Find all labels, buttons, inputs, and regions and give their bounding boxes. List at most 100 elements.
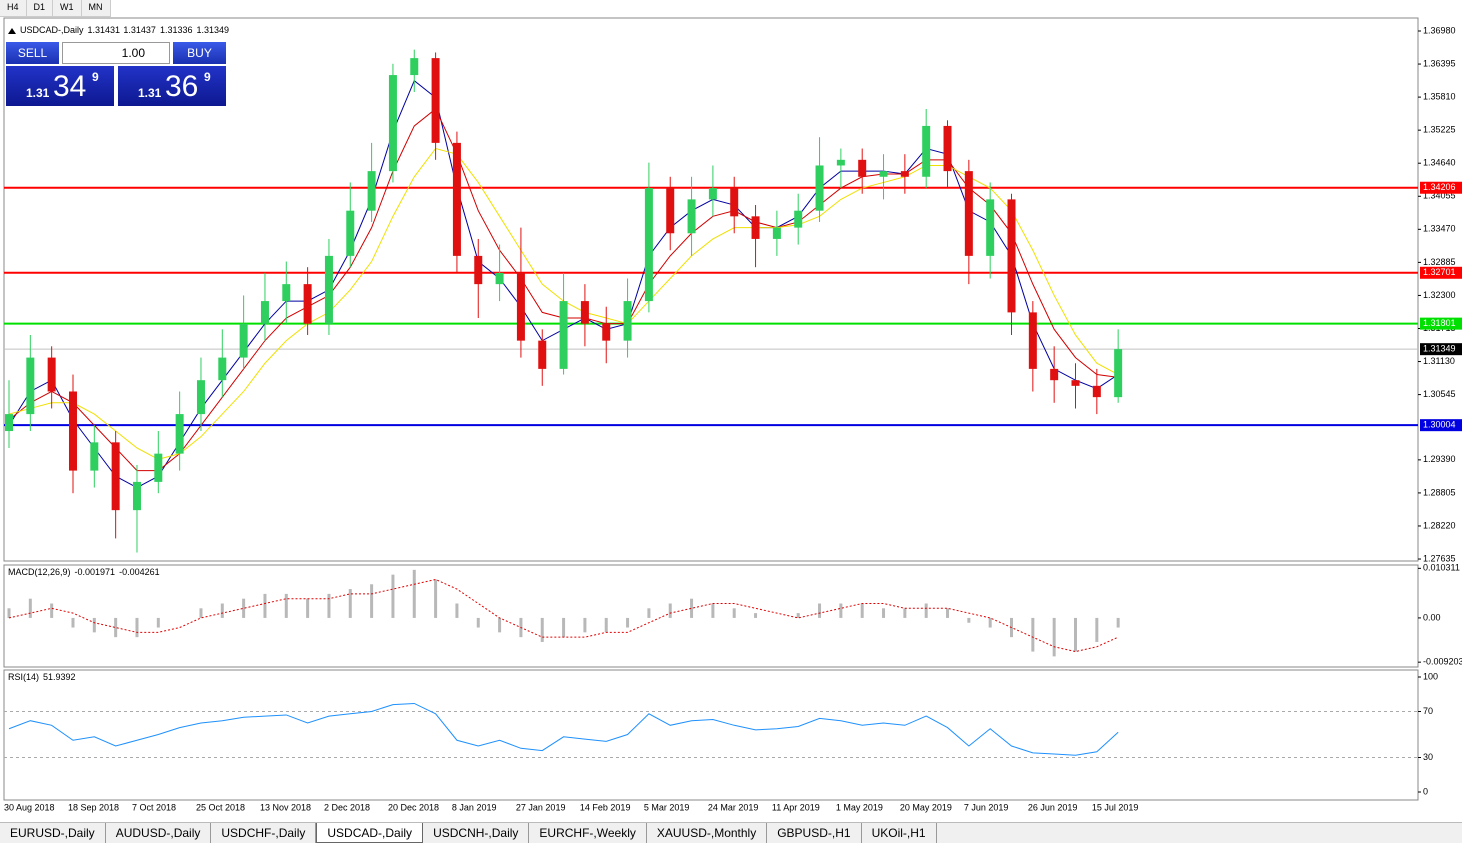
macd-bar bbox=[199, 608, 203, 618]
y-tick-label: 100 bbox=[1423, 671, 1438, 681]
macd-bar bbox=[156, 617, 160, 628]
chart-tab[interactable]: EURUSD-,Daily bbox=[0, 823, 106, 843]
candle-body bbox=[922, 125, 931, 177]
macd-bar bbox=[562, 617, 566, 638]
candle-body bbox=[964, 171, 973, 256]
macd-bar bbox=[370, 584, 374, 618]
level-label-box bbox=[1420, 266, 1462, 279]
y-tick-label: 1.32885 bbox=[1423, 257, 1456, 267]
y-tick-label: 1.35810 bbox=[1423, 91, 1456, 101]
timeframe-button[interactable]: W1 bbox=[53, 0, 82, 16]
macd-bar bbox=[796, 613, 800, 618]
x-tick-label: 7 Oct 2018 bbox=[132, 802, 176, 812]
macd-bar bbox=[1074, 617, 1077, 652]
candle-body bbox=[111, 442, 120, 511]
indicator-value: 51.9392 bbox=[43, 672, 76, 682]
chart-tab[interactable]: UKOil-,H1 bbox=[862, 823, 937, 843]
chart-tab[interactable]: XAUUSD-,Monthly bbox=[647, 823, 768, 843]
sell-button[interactable]: SELL bbox=[6, 42, 59, 64]
y-tick-label: 1.34640 bbox=[1423, 158, 1456, 168]
macd-bar bbox=[135, 617, 139, 638]
level-label: 1.30004 bbox=[1423, 420, 1456, 430]
indicator-name: RSI(14) bbox=[8, 672, 39, 682]
candle-body bbox=[495, 272, 504, 285]
y-tick-label: -0.009203 bbox=[1423, 657, 1462, 667]
macd-bar bbox=[263, 593, 267, 618]
timeframe-button[interactable]: MN bbox=[82, 0, 111, 16]
macd-bar bbox=[967, 617, 971, 623]
chart-tab[interactable]: USDCHF-,Daily bbox=[211, 823, 317, 843]
candle-body bbox=[666, 188, 675, 234]
collapse-icon[interactable] bbox=[8, 28, 16, 34]
quote-value: 1.31336 bbox=[160, 25, 193, 35]
macd-bar bbox=[839, 603, 843, 618]
chart-tab[interactable]: GBPUSD-,H1 bbox=[767, 823, 862, 843]
price-big: 1.31 bbox=[138, 86, 162, 100]
level-label: 1.34206 bbox=[1423, 182, 1456, 192]
macd-bar bbox=[946, 608, 950, 618]
candle-body bbox=[367, 171, 376, 211]
y-tick-label: 0 bbox=[1423, 786, 1428, 796]
x-tick-label: 27 Jan 2019 bbox=[516, 802, 566, 812]
macd-bar bbox=[903, 608, 907, 618]
chart-tab[interactable]: USDCAD-,Daily bbox=[316, 823, 424, 843]
candle-body bbox=[794, 210, 803, 228]
candle-body bbox=[943, 125, 952, 172]
timeframe-button[interactable]: H4 bbox=[0, 0, 27, 16]
candle-body bbox=[1050, 368, 1059, 381]
buy-button[interactable]: BUY bbox=[173, 42, 226, 64]
candle-body bbox=[1092, 385, 1101, 398]
macd-bar bbox=[348, 589, 352, 618]
macd-bar bbox=[754, 613, 758, 618]
macd-bar bbox=[732, 608, 736, 618]
quote-value: 1.31349 bbox=[196, 25, 229, 35]
macd-bar bbox=[476, 617, 480, 628]
x-tick-label: 8 Jan 2019 bbox=[452, 802, 497, 812]
x-tick-label: 30 Aug 2018 bbox=[4, 802, 55, 812]
x-tick-label: 24 Mar 2019 bbox=[708, 802, 759, 812]
candle-body bbox=[218, 357, 227, 381]
candle-body bbox=[815, 165, 824, 211]
macd-bar bbox=[924, 603, 928, 618]
candle-body bbox=[196, 380, 205, 415]
sell-price[interactable]: 1.31 34 9 bbox=[6, 66, 114, 106]
indicator-value: -0.001971 bbox=[75, 567, 116, 577]
macd-bar bbox=[1095, 617, 1099, 642]
macd-bar bbox=[114, 617, 118, 638]
candle-body bbox=[730, 188, 739, 217]
macd-bar bbox=[647, 608, 651, 618]
macd-bar bbox=[540, 617, 544, 642]
candle-body bbox=[5, 414, 13, 432]
y-tick-label: 30 bbox=[1423, 752, 1433, 762]
x-tick-label: 20 Dec 2018 bbox=[388, 802, 439, 812]
candle-body bbox=[900, 171, 909, 177]
macd-bar bbox=[284, 593, 288, 618]
x-tick-label: 26 Jun 2019 bbox=[1028, 802, 1078, 812]
y-tick-label: 0.010311 bbox=[1423, 563, 1460, 573]
x-tick-label: 18 Sep 2018 bbox=[68, 802, 119, 812]
macd-bar bbox=[818, 603, 822, 618]
price-pips: 34 bbox=[53, 70, 87, 103]
macd-bar bbox=[412, 569, 416, 618]
buy-price[interactable]: 1.31 36 9 bbox=[118, 66, 226, 106]
candle-body bbox=[346, 210, 355, 256]
macd-bar bbox=[1052, 617, 1056, 657]
timeframe-button[interactable]: D1 bbox=[27, 0, 54, 16]
chart-tab[interactable]: EURCHF-,Weekly bbox=[529, 823, 647, 843]
level-label-box bbox=[1420, 317, 1462, 330]
y-tick-label: 1.28805 bbox=[1423, 487, 1456, 497]
macd-bar bbox=[242, 598, 246, 618]
lot-input[interactable]: 1.00 bbox=[62, 42, 170, 64]
price-fraction: 9 bbox=[204, 70, 211, 84]
candle-body bbox=[175, 414, 184, 454]
candle-body bbox=[836, 159, 845, 166]
candle-body bbox=[303, 284, 312, 324]
chart-tab[interactable]: AUDUSD-,Daily bbox=[106, 823, 212, 843]
chart-tab[interactable]: USDCNH-,Daily bbox=[423, 823, 530, 843]
candle-body bbox=[410, 58, 419, 76]
candle-body bbox=[260, 301, 269, 324]
candle-body bbox=[431, 58, 440, 143]
y-tick-label: 1.27635 bbox=[1423, 553, 1456, 563]
candle-body bbox=[623, 301, 632, 341]
